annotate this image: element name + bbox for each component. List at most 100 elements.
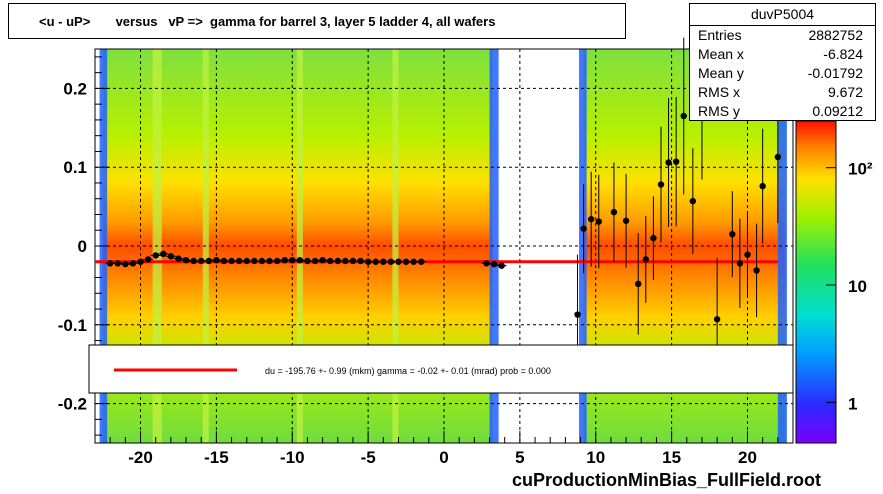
data-point	[574, 311, 581, 318]
data-point	[498, 262, 505, 269]
heatmap-edge-strip	[489, 49, 499, 443]
data-point	[289, 256, 296, 264]
chart-title: <u - uP> versus vP => gamma for barrel 3…	[39, 14, 496, 29]
data-point	[220, 257, 228, 265]
y-tick-label: -0.2	[58, 395, 87, 414]
x-tick-label: 20	[738, 448, 757, 467]
data-point	[650, 234, 657, 242]
x-tick-label: -10	[280, 448, 305, 467]
data-point	[281, 256, 288, 264]
data-point	[402, 258, 410, 265]
data-point	[334, 257, 341, 265]
data-point	[144, 256, 152, 263]
data-point	[372, 258, 379, 265]
z-tick-label: 10	[848, 277, 867, 296]
stats-value: 2882752	[808, 27, 863, 43]
data-point	[182, 256, 190, 264]
y-tick-label: 0.2	[63, 79, 87, 98]
data-point	[580, 225, 587, 232]
data-point	[635, 280, 642, 288]
data-point	[251, 257, 258, 265]
data-point	[326, 257, 334, 265]
data-point	[665, 159, 672, 166]
data-point	[152, 252, 159, 259]
data-point	[319, 256, 326, 264]
data-point	[190, 257, 197, 265]
data-point	[753, 267, 760, 274]
data-point	[266, 257, 273, 265]
data-point	[349, 257, 357, 265]
data-point	[672, 158, 680, 165]
stats-value: -0.01792	[807, 65, 863, 81]
data-point	[311, 257, 319, 265]
data-point	[357, 257, 364, 265]
stats-value: -6.824	[823, 46, 863, 62]
data-point	[129, 260, 137, 267]
data-point	[137, 258, 144, 265]
data-point	[122, 260, 129, 268]
footer-filename: cuProductionMinBias_FullField.root	[511, 470, 821, 490]
stats-row-mean-x: Mean x -6.824	[690, 45, 875, 64]
data-point	[713, 316, 721, 323]
data-point	[160, 250, 167, 258]
x-tick-label: 10	[586, 448, 605, 467]
data-point	[342, 257, 349, 265]
stats-row-entries: Entries 2882752	[690, 26, 875, 45]
z-tick-label: 1	[848, 394, 857, 413]
stats-name: duvP5004	[690, 4, 875, 26]
data-point	[296, 256, 304, 264]
x-tick-label: 15	[662, 448, 681, 467]
legend: du = -195.76 +- 0.99 (mkm) gamma = -0.02…	[88, 344, 794, 394]
data-point	[167, 253, 175, 260]
y-tick-label: 0.1	[63, 158, 87, 177]
x-tick-label: 0	[439, 448, 448, 467]
data-point	[729, 230, 736, 238]
stats-row-rms-x: RMS x 9.672	[690, 83, 875, 102]
data-point	[774, 153, 782, 161]
data-point	[114, 260, 121, 267]
data-point	[595, 218, 602, 225]
data-point	[657, 181, 665, 188]
data-point	[380, 258, 387, 265]
data-point	[387, 258, 395, 265]
stats-row-rms-y: RMS y 0.09212	[690, 102, 875, 121]
stats-box: duvP5004 Entries 2882752 Mean x -6.824 Mea…	[689, 3, 876, 121]
data-point	[759, 182, 766, 190]
data-point	[587, 216, 595, 223]
x-tick-label: -15	[204, 448, 229, 467]
data-point	[736, 260, 744, 267]
y-tick-label: -0.1	[58, 316, 87, 335]
data-point	[175, 255, 182, 262]
x-tick-label: -20	[128, 448, 153, 467]
data-point	[622, 217, 630, 224]
data-point	[410, 258, 417, 265]
y-tick-label: 0	[78, 237, 87, 256]
data-point	[610, 208, 618, 216]
x-tick-label: 5	[515, 448, 524, 467]
data-point	[744, 251, 751, 258]
data-point	[483, 260, 490, 267]
data-point	[304, 257, 311, 265]
title-box: <u - uP> versus vP => gamma for barrel 3…	[8, 3, 626, 39]
data-point	[273, 257, 281, 265]
color-palette	[795, 120, 837, 444]
z-tick-label: 10²	[848, 160, 873, 179]
stats-row-mean-y: Mean y -0.01792	[690, 64, 875, 83]
data-point	[198, 257, 205, 265]
data-point	[642, 256, 650, 263]
data-point	[243, 257, 250, 265]
stats-key: Mean y	[698, 65, 744, 81]
stats-value: 9.672	[827, 84, 863, 100]
data-point	[418, 258, 425, 265]
data-point	[205, 257, 213, 265]
x-tick-label: -5	[361, 448, 376, 467]
heatmap-edge-strip	[777, 49, 787, 443]
data-point	[364, 258, 372, 265]
data-point	[235, 257, 243, 265]
data-point	[490, 260, 498, 268]
data-point	[213, 256, 220, 264]
stats-key: Mean x	[698, 46, 744, 62]
legend-text: du = -195.76 +- 0.99 (mkm) gamma = -0.02…	[265, 366, 551, 376]
stats-key: RMS y	[698, 103, 740, 119]
